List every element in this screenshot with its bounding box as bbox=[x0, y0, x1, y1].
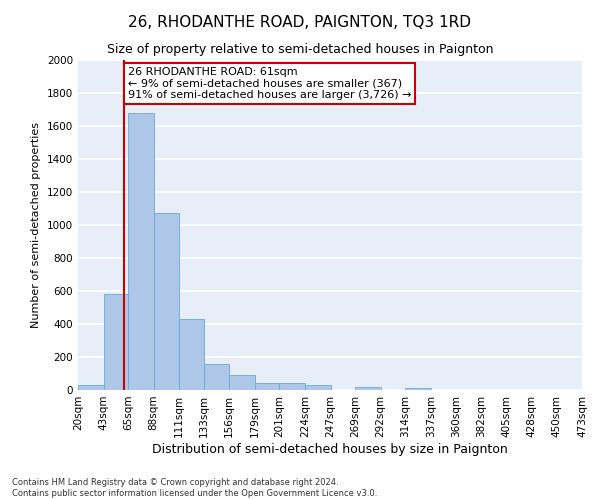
Bar bbox=[154, 214, 179, 390]
Bar bbox=[355, 386, 380, 390]
Bar bbox=[305, 385, 331, 390]
Text: 26 RHODANTHE ROAD: 61sqm
← 9% of semi-detached houses are smaller (367)
91% of s: 26 RHODANTHE ROAD: 61sqm ← 9% of semi-de… bbox=[128, 66, 412, 100]
Bar bbox=[405, 388, 431, 390]
Bar bbox=[204, 364, 229, 390]
Bar bbox=[104, 294, 128, 390]
Bar bbox=[128, 113, 154, 390]
Text: 26, RHODANTHE ROAD, PAIGNTON, TQ3 1RD: 26, RHODANTHE ROAD, PAIGNTON, TQ3 1RD bbox=[128, 15, 472, 30]
Bar bbox=[179, 319, 204, 390]
Bar bbox=[255, 382, 280, 390]
Text: Contains HM Land Registry data © Crown copyright and database right 2024.
Contai: Contains HM Land Registry data © Crown c… bbox=[12, 478, 377, 498]
Bar bbox=[78, 385, 104, 390]
Bar bbox=[229, 375, 255, 390]
Y-axis label: Number of semi-detached properties: Number of semi-detached properties bbox=[31, 122, 41, 328]
Text: Size of property relative to semi-detached houses in Paignton: Size of property relative to semi-detach… bbox=[107, 42, 493, 56]
X-axis label: Distribution of semi-detached houses by size in Paignton: Distribution of semi-detached houses by … bbox=[152, 442, 508, 456]
Bar bbox=[280, 384, 305, 390]
